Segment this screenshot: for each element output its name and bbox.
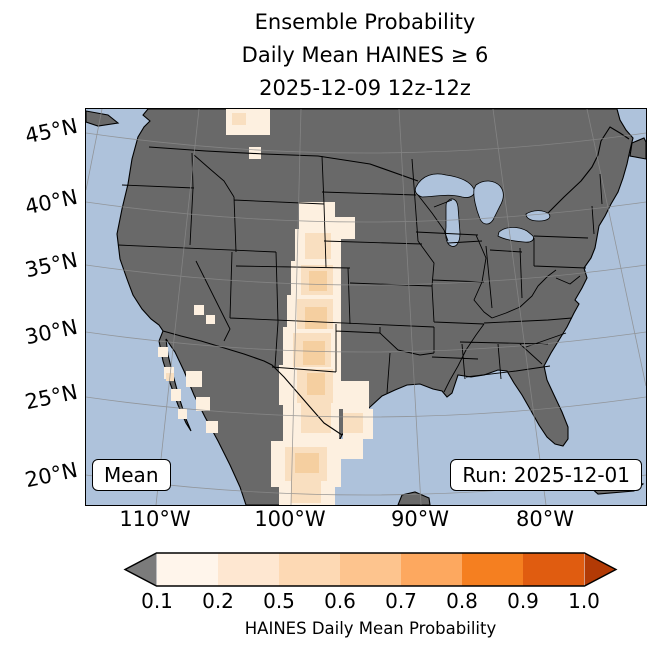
colorbar-tick-0_1: 0.1 — [141, 589, 173, 613]
colorbar-segment-2 — [218, 553, 279, 586]
title-line-3: 2025-12-09 12z-12z — [259, 76, 471, 100]
colorbar-tick-0_9: 0.9 — [507, 589, 539, 613]
colorbar-segment-3 — [279, 553, 340, 586]
islands — [86, 110, 646, 505]
gridline-parallels — [86, 132, 646, 496]
colorbar-segment-5 — [401, 553, 462, 586]
lake-michigan — [445, 198, 461, 247]
map-panel: Mean Run: 2025-12-01 — [85, 108, 647, 506]
map-svg — [86, 109, 646, 505]
colorbar-under-arrow — [125, 553, 157, 586]
colorbar-segment-1 — [157, 553, 218, 586]
colorbar-tick-0_2: 0.2 — [202, 589, 234, 613]
lake-ontario — [525, 210, 551, 222]
colorbar-segment-7 — [523, 553, 584, 586]
political-borders — [117, 126, 630, 436]
run-date-box: Run: 2025-12-01 — [450, 459, 642, 491]
lake-huron — [473, 180, 504, 225]
colorbar — [123, 552, 618, 587]
lat-tick-30n: 30°N — [22, 314, 80, 350]
lon-tick-80w: 80°W — [516, 507, 574, 531]
colorbar-segment-4 — [340, 553, 401, 586]
colorbar-segment-6 — [462, 553, 523, 586]
title-line-1: Ensemble Probability — [254, 10, 476, 34]
colorbar-tick-1_0: 1.0 — [568, 589, 600, 613]
landmass — [86, 109, 646, 505]
lake-superior — [414, 173, 475, 198]
canada-border — [148, 126, 630, 214]
colorbar-tick-0_5: 0.5 — [263, 589, 295, 613]
lon-tick-90w: 90°W — [391, 507, 449, 531]
colorbar-outline — [123, 552, 618, 587]
colorbar-label: HAINES Daily Mean Probability — [244, 619, 497, 638]
mexico-border — [162, 330, 343, 436]
lat-tick-25n: 25°N — [22, 379, 80, 415]
lon-tick-110w: 110°W — [119, 507, 191, 531]
title-line-2: Daily Mean HAINES ≥ 6 — [241, 43, 489, 67]
lat-tick-35n: 35°N — [22, 247, 80, 283]
colorbar-tick-0_8: 0.8 — [446, 589, 478, 613]
colorbar-tick-0_7: 0.7 — [385, 589, 417, 613]
probability-shading-high — [295, 271, 327, 473]
north-america-landmass — [116, 109, 634, 505]
lat-tick-45n: 45°N — [22, 113, 80, 149]
lat-tick-40n: 40°N — [22, 184, 80, 220]
gridline-meridians — [86, 109, 646, 505]
lat-tick-20n: 20°N — [22, 457, 80, 493]
lon-tick-100w: 100°W — [254, 507, 326, 531]
graticule-gridlines — [86, 109, 646, 505]
colorbar-over-arrow — [584, 553, 616, 586]
lake-erie — [497, 226, 534, 243]
colorbar-tick-0_6: 0.6 — [324, 589, 356, 613]
mean-label-box: Mean — [92, 459, 171, 491]
figure-title: Ensemble Probability Daily Mean HAINES ≥… — [85, 6, 645, 105]
great-lakes — [414, 173, 551, 247]
